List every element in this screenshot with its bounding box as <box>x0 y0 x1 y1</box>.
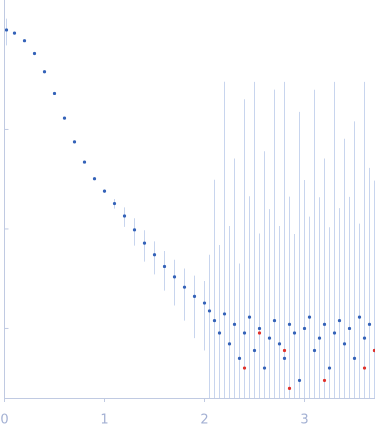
data-point <box>152 253 157 257</box>
data-point <box>142 241 147 245</box>
data-point <box>247 315 252 319</box>
data-point <box>297 378 302 383</box>
data-point <box>72 140 77 144</box>
data-point <box>22 39 27 43</box>
data-point <box>122 214 127 218</box>
data-point <box>257 326 262 331</box>
data-point <box>307 315 312 319</box>
data-point <box>272 318 277 323</box>
data-point <box>267 336 272 340</box>
data-point <box>202 301 207 305</box>
plot-area <box>4 18 375 398</box>
data-point <box>362 366 367 370</box>
data-point <box>52 91 57 96</box>
data-point <box>162 264 167 269</box>
data-point <box>352 356 357 361</box>
data-point <box>132 228 137 232</box>
data-point <box>357 315 362 319</box>
data-point <box>257 331 262 335</box>
data-point <box>312 348 317 353</box>
data-point <box>347 326 352 331</box>
data-point <box>4 28 9 32</box>
data-point <box>337 318 342 323</box>
data-point <box>242 331 247 335</box>
data-point <box>332 331 337 335</box>
x-tick-label: 1 <box>100 413 108 428</box>
data-point <box>262 366 267 370</box>
data-point <box>327 366 332 370</box>
data-point <box>322 322 327 326</box>
data-point <box>342 342 347 346</box>
data-point <box>282 348 287 353</box>
x-tick-label: 2 <box>200 413 208 428</box>
data-point <box>112 201 117 206</box>
data-point <box>192 294 197 298</box>
data-point <box>217 331 222 335</box>
data-point <box>237 356 242 361</box>
data-point <box>367 322 372 326</box>
data-point <box>287 322 292 326</box>
data-point <box>287 386 292 390</box>
x-tick-label: 3 <box>300 413 308 428</box>
data-point <box>12 31 17 35</box>
data-point <box>102 189 107 193</box>
data-point <box>172 275 177 279</box>
data-point <box>227 342 232 346</box>
data-point <box>82 160 87 164</box>
data-point <box>182 285 187 289</box>
data-point <box>292 331 297 335</box>
data-point <box>282 356 287 361</box>
data-point <box>32 51 37 56</box>
data-point <box>277 342 282 346</box>
data-point <box>302 326 307 331</box>
data-point <box>62 116 67 120</box>
data-point <box>92 177 97 181</box>
data-point <box>242 366 247 370</box>
data-point <box>372 348 375 353</box>
data-point <box>222 312 227 316</box>
data-point <box>362 336 367 340</box>
data-point <box>317 336 322 340</box>
data-point <box>207 309 212 313</box>
data-point <box>42 70 47 74</box>
data-point <box>322 378 327 383</box>
data-point <box>212 318 217 323</box>
data-point <box>232 322 237 326</box>
data-point <box>252 348 257 353</box>
x-tick-label: 0 <box>0 413 8 428</box>
